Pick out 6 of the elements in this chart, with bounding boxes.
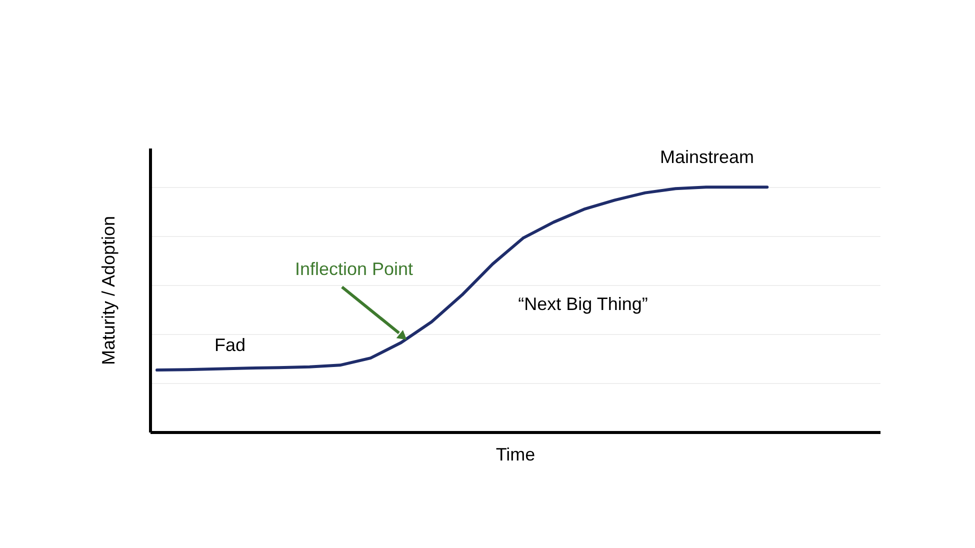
x-axis-title: Time bbox=[496, 444, 536, 464]
annotation: “Next Big Thing” bbox=[518, 294, 648, 314]
annotation: Inflection Point bbox=[294, 259, 414, 279]
annotation: Fad bbox=[214, 335, 246, 355]
text: Mainstream bbox=[660, 147, 754, 167]
y-axis-title: Maturity / Adoption bbox=[98, 216, 118, 366]
